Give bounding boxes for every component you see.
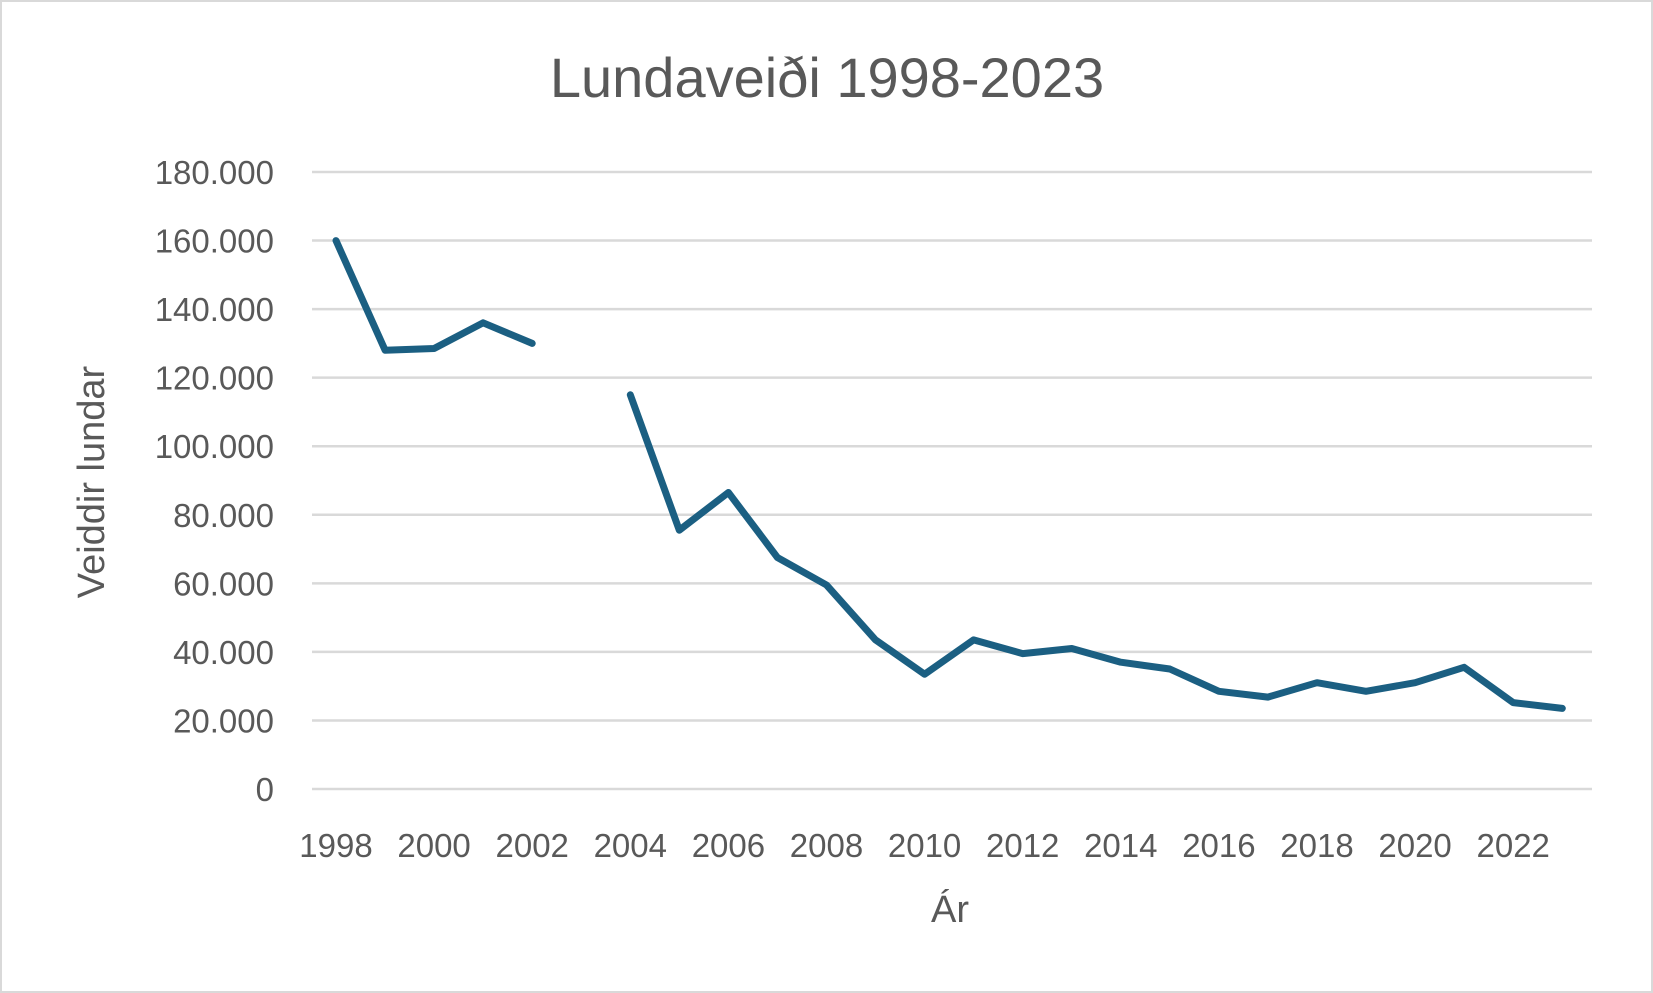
x-tick-labels: 1998 2000 2002 2004 2006 2008 2010 2012 2014 2016…: [299, 827, 1550, 864]
y-tick-labels: 0 20.000 40.000 60.000 80.000 100.000 120.000 1…: [155, 154, 274, 808]
x-tick-label: 2000: [397, 827, 470, 864]
y-tick-label: 100.000: [155, 428, 274, 465]
x-tick-label: 2008: [790, 827, 863, 864]
x-tick-label: 2016: [1182, 827, 1255, 864]
x-tick-label: 2002: [495, 827, 568, 864]
y-tick-label: 180.000: [155, 154, 274, 191]
series-line-segment: [332, 237, 536, 354]
x-tick-label: 2010: [888, 827, 961, 864]
y-tick-label: 140.000: [155, 291, 274, 328]
y-tick-label: 0: [256, 771, 274, 808]
series-line-segment: [626, 391, 1566, 712]
x-tick-label: 2018: [1280, 827, 1353, 864]
y-tick-label: 60.000: [173, 565, 274, 602]
x-tick-label: 2004: [594, 827, 667, 864]
x-tick-label: 2012: [986, 827, 1059, 864]
x-tick-label: 2006: [692, 827, 765, 864]
y-tick-label: 20.000: [173, 702, 274, 739]
x-axis-title: Ár: [931, 888, 969, 931]
x-tick-label: 2014: [1084, 827, 1157, 864]
y-tick-label: 80.000: [173, 497, 274, 534]
x-tick-label: 2020: [1378, 827, 1451, 864]
y-axis-title: Veiddir lundar: [71, 365, 113, 598]
series-lines: [332, 237, 1566, 712]
chart-title: Lundaveiði 1998-2023: [550, 46, 1104, 109]
y-tick-label: 120.000: [155, 360, 274, 397]
gridlines: [312, 170, 1592, 791]
x-tick-label: 2022: [1476, 827, 1549, 864]
x-tick-label: 1998: [299, 827, 372, 864]
y-tick-label: 160.000: [155, 223, 274, 260]
y-tick-label: 40.000: [173, 634, 274, 671]
